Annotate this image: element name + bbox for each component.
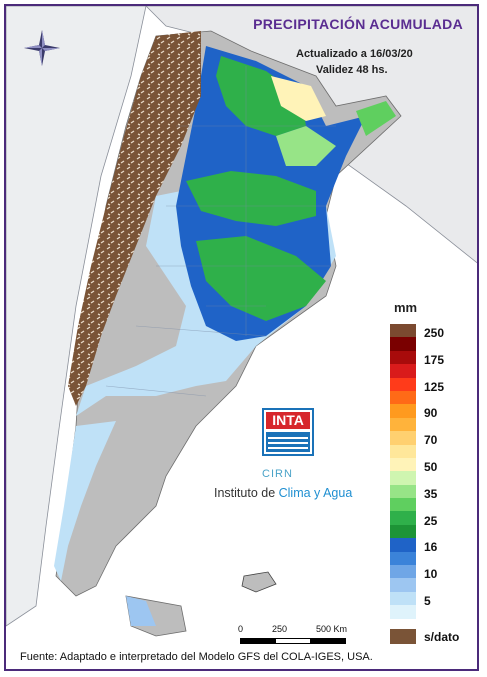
precip-35mm-coast	[356, 101, 396, 136]
precip-25mm-south	[196, 236, 326, 321]
water-waves-icon	[266, 432, 310, 452]
malvinas-islands	[241, 571, 277, 593]
institute-highlight: Clima y Agua	[278, 486, 353, 500]
inta-logo: INTA	[262, 408, 314, 456]
map-title: PRECIPITACIÓN ACUMULADA	[253, 16, 463, 32]
scale-label-500: 500 Km	[316, 624, 348, 634]
legend-label: 70	[424, 433, 438, 448]
compass-rose-icon	[24, 30, 60, 66]
legend-swatch	[390, 498, 416, 512]
legend-swatch	[390, 431, 416, 445]
cirn-logo-text: CIRN	[262, 468, 293, 480]
legend-swatch	[390, 578, 416, 592]
chile-land	[6, 6, 147, 627]
institute-prefix: Instituto de	[214, 486, 279, 500]
legend-label: 10	[424, 567, 438, 582]
legend-label: 25	[424, 513, 438, 528]
legend-swatch	[390, 591, 416, 606]
institute-name: Instituto de Clima y Agua	[214, 486, 352, 500]
legend-colorbar	[390, 324, 416, 619]
legend-swatch	[390, 364, 416, 378]
scale-bar	[240, 638, 346, 644]
scale-bar-black-segment	[241, 639, 277, 643]
precip-25mm-center	[186, 171, 316, 226]
scale-label-0: 0	[238, 624, 244, 634]
legend-swatch	[390, 565, 416, 579]
legend-unit: mm	[394, 300, 418, 315]
legend-swatch	[390, 404, 416, 418]
inta-logo-text: INTA	[266, 412, 310, 429]
updated-date: Actualizado a 16/03/20	[296, 48, 413, 60]
precip-50mm	[271, 76, 326, 121]
legend-label: 250	[424, 326, 445, 340]
legend-swatch	[390, 337, 416, 351]
legend-label: 125	[424, 379, 445, 394]
no-data-label: s/dato	[424, 630, 460, 644]
legend-label: 90	[424, 406, 438, 421]
legend-swatch	[390, 605, 416, 619]
province-boundaries	[105, 66, 336, 397]
legend-label: 16	[424, 540, 438, 555]
precip-35mm	[276, 126, 336, 166]
validity-text: Validez 48 hs.	[316, 64, 388, 76]
legend-swatch	[390, 350, 416, 365]
source-footer: Fuente: Adaptado e interpretado del Mode…	[20, 651, 373, 663]
legend-label: 175	[424, 352, 445, 367]
legend-swatch	[390, 551, 416, 566]
no-data-andes	[68, 31, 201, 406]
precipitation-map	[6, 6, 477, 637]
precip-5mm-tdf	[126, 596, 156, 626]
scale-bar-black-segment	[309, 639, 345, 643]
legend-swatch	[390, 524, 416, 539]
precip-25mm-north	[216, 56, 306, 136]
legend-swatch	[390, 444, 416, 458]
legend-swatch	[390, 511, 416, 525]
no-data-swatch	[390, 629, 416, 644]
legend-label: 5	[424, 594, 431, 608]
legend-swatch	[390, 484, 416, 499]
legend-swatch	[390, 417, 416, 432]
map-frame: PRECIPITACIÓN ACUMULADA Actualizado a 16…	[4, 4, 479, 671]
legend-label: 35	[424, 486, 438, 501]
legend-swatch	[390, 471, 416, 485]
legend-swatch	[390, 457, 416, 472]
legend-swatch	[390, 390, 416, 405]
precip-5mm-south	[54, 421, 116, 581]
legend-swatch	[390, 538, 416, 552]
legend-label: 50	[424, 460, 438, 474]
scale-label-250: 250	[272, 624, 288, 634]
legend-swatch	[390, 324, 416, 338]
legend-swatch	[390, 377, 416, 391]
